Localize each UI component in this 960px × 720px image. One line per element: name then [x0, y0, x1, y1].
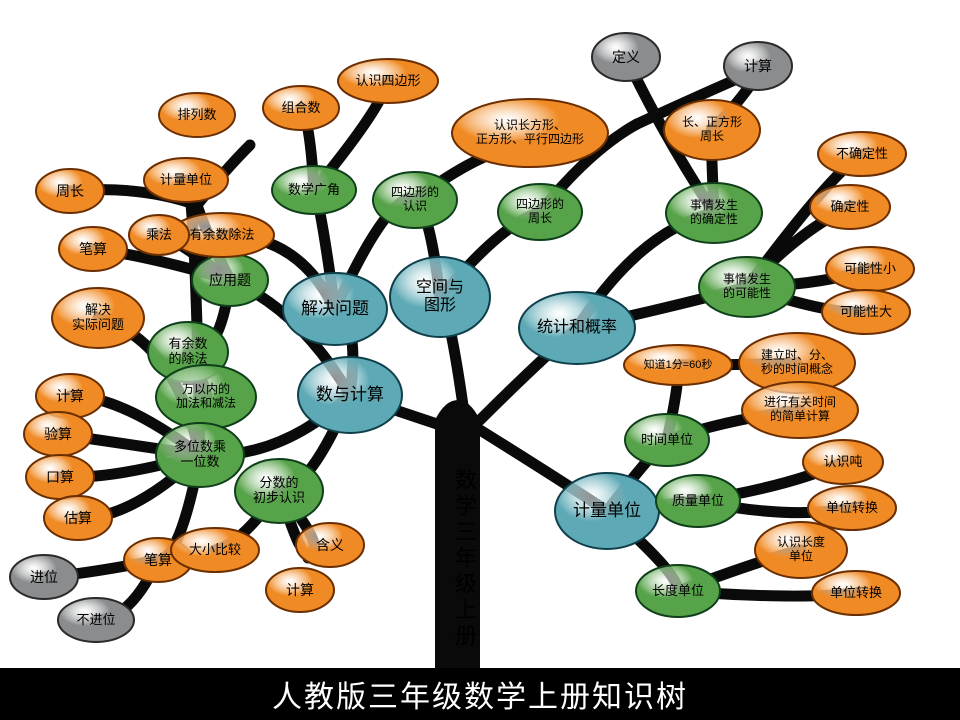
node-o-psmall: 可能性小	[826, 247, 914, 291]
node-o-arr: 排列数	[159, 93, 235, 137]
node-o-uncert: 不确定性	[818, 132, 906, 176]
node-o-peri: 周长	[36, 169, 104, 213]
node-o-mental: 口算	[26, 455, 94, 499]
trunk-label: 数学三年级上册	[448, 468, 480, 650]
node-o-verify: 验算	[24, 412, 92, 456]
node-g-cert: 事情发生 的确定性	[666, 183, 762, 243]
node-o-recshapes: 认识长方形、 正方形、平行四边形	[452, 99, 608, 167]
node-g-wide: 数学广角	[272, 166, 356, 214]
node-o-calc1: 计算	[36, 374, 104, 418]
node-o-pbig: 可能性大	[822, 290, 910, 334]
node-o-real: 解决 实际问题	[52, 288, 144, 348]
node-g-quadper: 四边形的 周长	[498, 184, 582, 240]
node-g-poss: 事情发生 的可能性	[699, 257, 795, 317]
node-n-numcalc: 数与计算	[298, 357, 402, 433]
node-gr-carry: 进位	[10, 555, 78, 599]
node-g-multi: 多位数乘 一位数	[156, 423, 244, 487]
node-g-app: 应用题	[192, 254, 268, 306]
node-o-mul: 乘法	[129, 215, 189, 255]
node-o-cmp: 大小比较	[171, 528, 259, 572]
node-g-length: 长度单位	[636, 565, 720, 617]
node-g-frac: 分数的 初步认识	[235, 459, 323, 523]
node-o-calc2: 计算	[266, 568, 334, 612]
node-o-1min: 知道1分=60秒	[624, 345, 732, 385]
node-o-comb: 组合数	[263, 86, 339, 130]
node-o-recq: 认识四边形	[338, 59, 438, 103]
node-gr-def: 定义	[592, 33, 660, 81]
node-g-addsub: 万以内的 加法和减法	[156, 365, 256, 429]
node-o-munit: 计量单位	[144, 158, 228, 202]
node-o-pen1: 笔算	[59, 227, 127, 271]
node-g-mass: 质量单位	[656, 475, 740, 527]
node-o-conv2: 单位转换	[812, 571, 900, 615]
node-o-timecalc: 进行有关时间 的简单计算	[742, 382, 858, 438]
node-o-rectper: 长、正方形 周长	[664, 100, 760, 160]
node-o-conv1: 单位转换	[808, 486, 896, 530]
node-n-stats: 统计和概率	[519, 292, 635, 364]
node-o-reclen: 认识长度 单位	[755, 522, 847, 578]
node-n-space: 空间与 图形	[390, 257, 490, 337]
footer-text: 人教版三年级数学上册知识树	[272, 672, 688, 716]
node-gr-nocarry: 不进位	[58, 598, 134, 642]
node-o-mean: 含义	[296, 523, 364, 567]
footer-title: 人教版三年级数学上册知识树	[0, 668, 960, 720]
node-o-ton: 认识吨	[803, 440, 883, 484]
node-g-quadrec: 四边形的 认识	[373, 172, 457, 228]
node-o-cert: 确定性	[810, 185, 890, 229]
node-g-time: 时间单位	[625, 414, 709, 466]
node-n-units: 计量单位	[555, 473, 659, 549]
node-o-est: 估算	[44, 496, 112, 540]
node-n-solve: 解决问题	[283, 273, 387, 345]
node-gr-calc: 计算	[724, 42, 792, 90]
